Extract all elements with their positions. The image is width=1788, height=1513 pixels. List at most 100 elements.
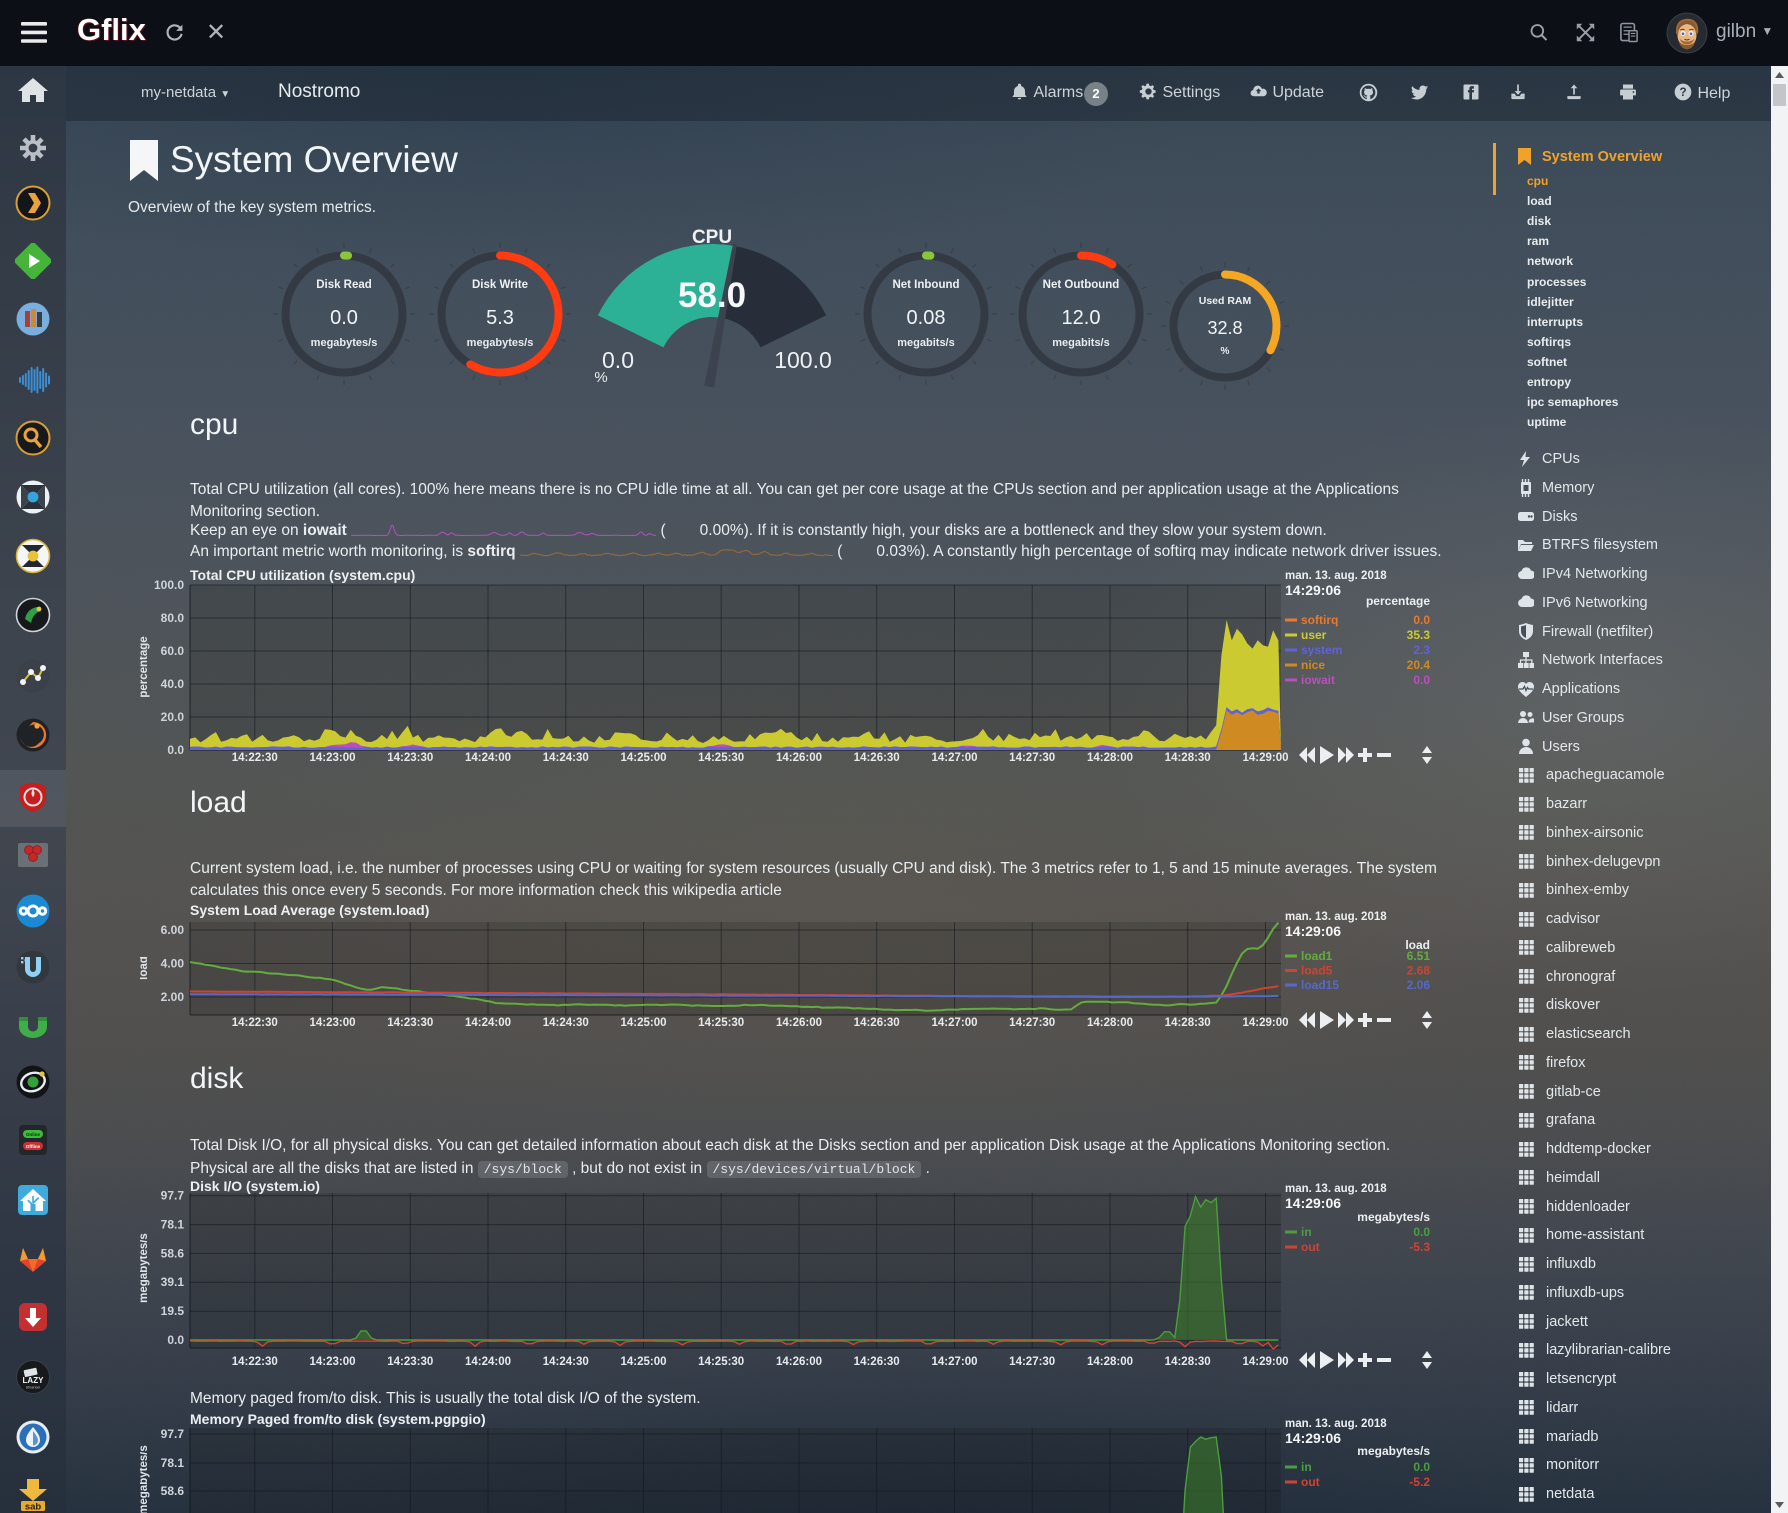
svg-text:-5.3: -5.3	[1409, 1240, 1430, 1254]
svg-text:0.0: 0.0	[1413, 1225, 1430, 1239]
svg-text:Used RAM: Used RAM	[1199, 295, 1252, 307]
svg-text:58.6: 58.6	[161, 1484, 185, 1498]
svg-text:2.3: 2.3	[1413, 643, 1430, 657]
svg-text:14:23:00: 14:23:00	[309, 1356, 355, 1368]
svg-text:megabytes/s: megabytes/s	[1357, 1210, 1430, 1224]
svg-text:Memory Paged from/to disk (sys: Memory Paged from/to disk (system.pgpgio…	[190, 1411, 486, 1427]
svg-text:librarian: librarian	[26, 1385, 41, 1390]
svg-text:0.0: 0.0	[167, 743, 184, 757]
svg-text:Net Inbound: Net Inbound	[892, 279, 959, 291]
svg-text:man. 13. aug. 2018: man. 13. aug. 2018	[1285, 1183, 1387, 1195]
svg-text:60.0: 60.0	[161, 644, 185, 658]
svg-text:megabytes/s: megabytes/s	[311, 337, 378, 349]
svg-text:14:28:30: 14:28:30	[1165, 752, 1211, 764]
svg-text:0.0: 0.0	[330, 307, 358, 329]
svg-text:14:26:00: 14:26:00	[776, 1017, 822, 1029]
svg-text:2.06: 2.06	[1407, 978, 1431, 992]
svg-text:Total CPU utilization (system.: Total CPU utilization (system.cpu)	[190, 567, 415, 583]
svg-text:12.0: 12.0	[1062, 307, 1101, 329]
svg-text:14:29:00: 14:29:00	[1242, 752, 1288, 764]
svg-text:load: load	[1405, 938, 1430, 952]
svg-text:14:26:30: 14:26:30	[854, 1356, 900, 1368]
svg-text:35.3: 35.3	[1407, 628, 1431, 642]
svg-text:2.00: 2.00	[161, 990, 185, 1004]
svg-text:14:25:00: 14:25:00	[620, 1017, 666, 1029]
svg-text:14:24:00: 14:24:00	[465, 1017, 511, 1029]
svg-text:14:26:00: 14:26:00	[776, 1356, 822, 1368]
svg-text:14:29:06: 14:29:06	[1285, 1195, 1341, 1211]
svg-text:Disk Read: Disk Read	[316, 279, 372, 291]
svg-text:97.7: 97.7	[161, 1189, 185, 1203]
svg-text:20.0: 20.0	[161, 710, 185, 724]
svg-text:load: load	[140, 956, 150, 980]
svg-text:6.51: 6.51	[1407, 949, 1431, 963]
svg-text:14:28:30: 14:28:30	[1165, 1356, 1211, 1368]
svg-text:78.1: 78.1	[161, 1456, 185, 1470]
svg-text:percentage: percentage	[1366, 594, 1430, 608]
svg-text:14:27:30: 14:27:30	[1009, 752, 1055, 764]
svg-text:14:27:00: 14:27:00	[931, 1017, 977, 1029]
svg-text:14:22:30: 14:22:30	[232, 1356, 278, 1368]
svg-text:megabytes/s: megabytes/s	[467, 337, 534, 349]
svg-text:14:24:00: 14:24:00	[465, 752, 511, 764]
svg-text:14:29:00: 14:29:00	[1242, 1356, 1288, 1368]
svg-text:megabits/s: megabits/s	[897, 337, 954, 349]
svg-text:14:29:06: 14:29:06	[1285, 582, 1341, 598]
svg-text:14:28:00: 14:28:00	[1087, 1017, 1133, 1029]
svg-text:percentage: percentage	[140, 636, 150, 697]
svg-text:Net Outbound: Net Outbound	[1043, 279, 1120, 291]
svg-text:load1: load1	[1301, 949, 1333, 963]
svg-text:%: %	[1221, 346, 1230, 357]
svg-text:14:22:30: 14:22:30	[232, 752, 278, 764]
svg-text:14:22:30: 14:22:30	[232, 1017, 278, 1029]
svg-text:14:25:30: 14:25:30	[698, 752, 744, 764]
svg-text:0.0: 0.0	[1413, 1460, 1430, 1474]
svg-text:0.0: 0.0	[1413, 673, 1430, 687]
svg-text:megabytes/s: megabytes/s	[1357, 1444, 1430, 1458]
svg-text:14:23:00: 14:23:00	[309, 752, 355, 764]
svg-text:58.0: 58.0	[678, 276, 746, 315]
svg-text:softirq: softirq	[1301, 613, 1338, 627]
svg-text:14:27:00: 14:27:00	[931, 752, 977, 764]
svg-text:14:29:00: 14:29:00	[1242, 1017, 1288, 1029]
svg-text:14:28:30: 14:28:30	[1165, 1017, 1211, 1029]
svg-text:out: out	[1301, 1240, 1320, 1254]
svg-text:man. 13. aug. 2018: man. 13. aug. 2018	[1285, 570, 1387, 582]
svg-text:97.7: 97.7	[161, 1427, 185, 1441]
svg-text:?: ?	[1679, 86, 1686, 99]
svg-text:Offline: Offline	[26, 1144, 41, 1149]
svg-text:Online: Online	[26, 1132, 40, 1137]
svg-text:14:24:00: 14:24:00	[465, 1356, 511, 1368]
svg-text:14:24:30: 14:24:30	[543, 1017, 589, 1029]
svg-text:19.5: 19.5	[161, 1304, 185, 1318]
svg-text:14:25:00: 14:25:00	[620, 1356, 666, 1368]
svg-text:in: in	[1301, 1225, 1312, 1239]
svg-text:0.0: 0.0	[167, 1333, 184, 1347]
svg-text:14:28:00: 14:28:00	[1087, 752, 1133, 764]
svg-text:40.0: 40.0	[161, 677, 185, 691]
svg-text:6.00: 6.00	[161, 923, 185, 937]
svg-text:system: system	[1301, 643, 1342, 657]
svg-text:14:27:00: 14:27:00	[931, 1356, 977, 1368]
svg-text:sab: sab	[25, 1502, 42, 1513]
svg-text:32.8: 32.8	[1207, 318, 1242, 338]
svg-text:14:26:30: 14:26:30	[854, 1017, 900, 1029]
svg-text:megabytes/s: megabytes/s	[140, 1445, 150, 1513]
svg-text:14:29:06: 14:29:06	[1285, 923, 1341, 939]
svg-text:LAZY: LAZY	[23, 1376, 45, 1385]
svg-text:5.3: 5.3	[486, 307, 514, 329]
svg-text:user: user	[1301, 628, 1327, 642]
svg-text:14:24:30: 14:24:30	[543, 752, 589, 764]
svg-text:14:26:30: 14:26:30	[854, 752, 900, 764]
svg-text:78.1: 78.1	[161, 1218, 185, 1232]
svg-text:in: in	[1301, 1460, 1312, 1474]
svg-text:14:25:30: 14:25:30	[698, 1356, 744, 1368]
svg-text:out: out	[1301, 1475, 1320, 1489]
svg-text:iowait: iowait	[1301, 673, 1335, 687]
svg-text:100.0: 100.0	[154, 578, 184, 592]
svg-text:man. 13. aug. 2018: man. 13. aug. 2018	[1285, 911, 1387, 923]
svg-text:2.68: 2.68	[1407, 964, 1431, 978]
svg-text:14:23:30: 14:23:30	[387, 1356, 433, 1368]
svg-text:Disk Write: Disk Write	[472, 279, 528, 291]
svg-text:14:23:30: 14:23:30	[387, 1017, 433, 1029]
